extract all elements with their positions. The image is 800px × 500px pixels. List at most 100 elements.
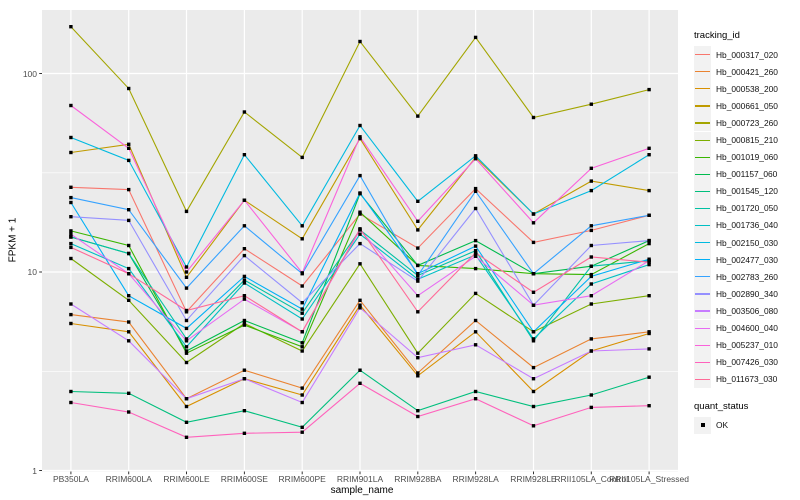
data-point [531, 221, 536, 225]
data-point [416, 351, 420, 355]
data-point [184, 345, 189, 349]
data-point [242, 323, 247, 327]
data-point [589, 264, 593, 268]
data-point [589, 294, 593, 298]
legend-line-icon [695, 105, 710, 107]
legend-item-label: Hb_000538_200 [716, 83, 778, 94]
data-point [184, 397, 189, 401]
data-point [531, 377, 536, 381]
legend-item: Hb_007426_030 [694, 353, 800, 371]
legend-color-swatch [694, 353, 711, 371]
data-point [242, 253, 247, 258]
legend-item-label: Hb_001157_060 [716, 169, 778, 180]
data-point [416, 114, 420, 118]
data-point [300, 341, 304, 345]
data-point [69, 135, 73, 140]
data-point [589, 393, 593, 397]
data-point [473, 397, 478, 401]
data-point [300, 430, 304, 434]
data-point [242, 153, 247, 157]
data-point [184, 308, 189, 313]
legend-line-icon [695, 122, 710, 124]
legend-color-swatch [694, 268, 711, 286]
data-point [242, 431, 247, 435]
legend-item: Hb_003506_080 [694, 302, 800, 320]
data-point [127, 339, 131, 343]
data-point [473, 343, 478, 347]
data-point [416, 371, 420, 375]
data-point [69, 215, 73, 219]
data-point [647, 213, 651, 217]
data-point [69, 103, 73, 108]
data-point [184, 339, 189, 343]
legend-line-icon [695, 276, 710, 278]
data-point [589, 272, 593, 277]
data-point [69, 312, 73, 317]
data-point [589, 188, 593, 193]
data-point [416, 273, 420, 278]
legend-color-swatch [694, 165, 711, 183]
data-point [416, 246, 420, 250]
data-point [300, 393, 304, 397]
legend-color-swatch [694, 199, 711, 217]
data-point [184, 435, 189, 439]
data-point [69, 302, 73, 306]
x-axis-title: sample_name [330, 485, 394, 496]
legend-item: Hb_000661_050 [694, 97, 800, 115]
legend-item-label: Hb_000815_210 [716, 135, 778, 146]
legend-color-swatch [694, 131, 711, 149]
data-point [531, 389, 536, 394]
data-point [127, 142, 131, 146]
data-point [473, 238, 478, 243]
data-point [589, 255, 593, 259]
data-point [242, 368, 247, 372]
data-point [184, 209, 189, 214]
data-point [589, 102, 593, 106]
legend-shape-swatch [694, 416, 711, 434]
legend-color-swatch [694, 80, 711, 98]
data-point [531, 290, 536, 294]
legend-item-label: Hb_005237_010 [716, 340, 778, 351]
legend-item: Hb_000317_020 [694, 46, 800, 64]
legend-quant-label: OK [716, 420, 729, 431]
data-point [647, 404, 651, 408]
data-point [416, 272, 420, 276]
legend-item-label: Hb_004600_040 [716, 323, 778, 334]
data-point [127, 208, 131, 212]
legend-line-icon [695, 327, 710, 329]
data-point [184, 404, 189, 409]
data-point [416, 263, 420, 268]
data-point [127, 146, 131, 150]
data-point [300, 311, 304, 315]
data-point [358, 298, 362, 302]
data-point [127, 410, 131, 414]
data-point [300, 224, 304, 228]
x-tick-label: RRIM901LA [336, 474, 384, 484]
data-point [242, 377, 247, 381]
legend-item: Hb_000538_200 [694, 80, 800, 98]
data-point [69, 321, 73, 326]
legend-line-icon [695, 156, 710, 158]
x-tick-label: RRIM600PE [278, 474, 326, 484]
data-point [69, 245, 73, 250]
data-point [358, 232, 362, 236]
legend-line-icon [695, 207, 710, 210]
data-point [242, 247, 247, 251]
data-point [473, 157, 478, 161]
data-point [589, 243, 593, 248]
data-point [69, 195, 73, 200]
legend-item-label: Hb_001545_120 [716, 186, 778, 197]
legend-item-label: Hb_000723_260 [716, 117, 778, 128]
y-tick-label: 10 [27, 267, 37, 277]
data-point [127, 243, 131, 248]
data-point [242, 278, 247, 282]
data-point [647, 153, 651, 157]
data-point [242, 281, 247, 285]
legend-item: Hb_002783_260 [694, 268, 800, 286]
data-point [300, 301, 304, 305]
legend-item: Hb_005237_010 [694, 336, 800, 354]
data-point [300, 307, 304, 311]
legend-item-label: Hb_002150_030 [716, 237, 778, 248]
data-point [358, 381, 362, 385]
data-point [531, 365, 536, 370]
